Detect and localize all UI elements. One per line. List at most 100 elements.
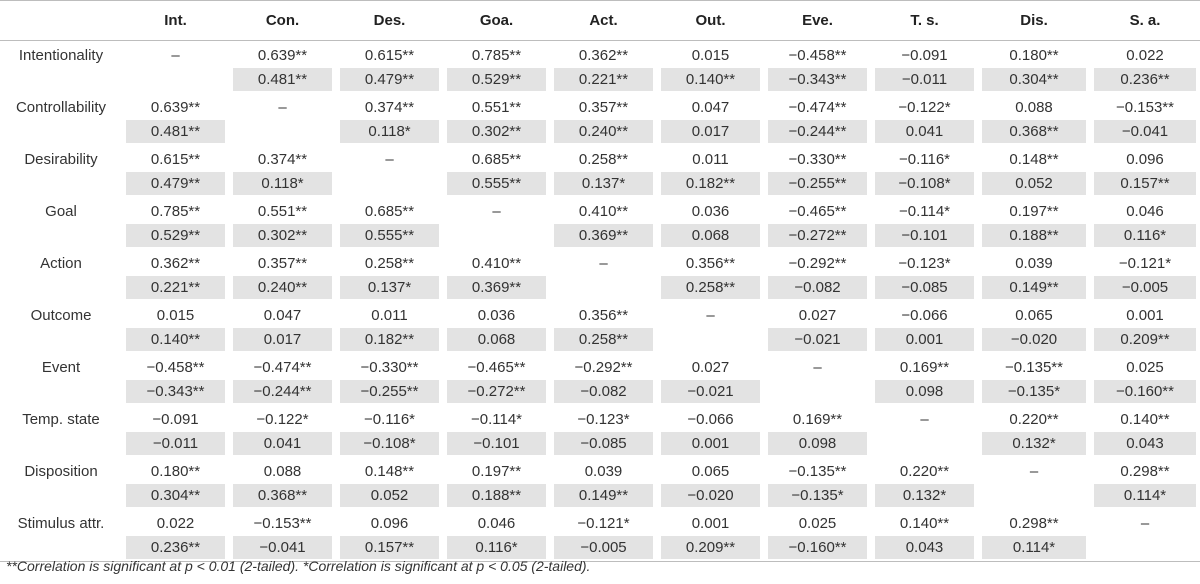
cell-value: 0.169** bbox=[899, 358, 950, 376]
cell-value: −0.292** bbox=[788, 254, 847, 272]
cell-value: −0.255** bbox=[768, 171, 867, 195]
table-cell: −0.114* bbox=[443, 405, 550, 431]
table-cell-shaded: 0.098 bbox=[871, 379, 978, 405]
cell-value: – bbox=[385, 150, 394, 168]
cell-value: −0.135* bbox=[768, 483, 867, 507]
table-cell-shaded: 0.481** bbox=[122, 119, 229, 145]
table-cell: −0.123* bbox=[871, 249, 978, 275]
table-cell-shaded bbox=[1090, 535, 1200, 562]
table-cell: −0.292** bbox=[550, 353, 657, 379]
cell-value: 0.362** bbox=[578, 46, 629, 64]
cell-value: 0.304** bbox=[126, 483, 225, 507]
table-cell: 0.356** bbox=[657, 249, 764, 275]
cell-value: 0.298** bbox=[1009, 514, 1059, 532]
cell-value: −0.122* bbox=[256, 410, 309, 428]
row-label: Disposition bbox=[24, 462, 98, 480]
table-row: Action 0.362** 0.357** 0.258** 0.410** – 0.356… bbox=[0, 249, 1200, 275]
row-label: Event bbox=[41, 358, 81, 376]
table-cell: 0.036 bbox=[657, 197, 764, 223]
table-cell: 0.011 bbox=[336, 301, 443, 327]
cell-value: 0.298** bbox=[1120, 462, 1170, 480]
row-label-spacer bbox=[0, 223, 122, 249]
table-row-secondary: 0.529** 0.302** 0.555** 0.369** 0.068 −0.272*… bbox=[0, 223, 1200, 249]
table-cell: 0.615** bbox=[122, 145, 229, 171]
table-cell: – bbox=[336, 145, 443, 171]
table-cell-shaded: −0.108* bbox=[336, 431, 443, 457]
table-cell: 0.046 bbox=[443, 509, 550, 535]
cell-value: −0.082 bbox=[768, 275, 867, 299]
table-cell-shaded: −0.135* bbox=[978, 379, 1090, 405]
table-cell: 0.015 bbox=[122, 301, 229, 327]
cell-value: 0.555** bbox=[447, 171, 546, 195]
table-row-secondary: 0.236** −0.041 0.157** 0.116* −0.005 0.209** −… bbox=[0, 535, 1200, 562]
cell-value: 0.065 bbox=[691, 462, 730, 480]
cell-value: 0.368** bbox=[982, 119, 1086, 143]
table-cell-shaded: 0.068 bbox=[657, 223, 764, 249]
table-cell-shaded: −0.343** bbox=[764, 67, 871, 93]
cell-value: 0.357** bbox=[257, 254, 308, 272]
table-cell-shaded: 0.137* bbox=[336, 275, 443, 301]
cell-value: 0.356** bbox=[578, 306, 629, 324]
cell-value: 0.046 bbox=[1126, 202, 1164, 220]
cell-value: 0.025 bbox=[1126, 358, 1164, 376]
table-cell-shaded: 0.140** bbox=[657, 67, 764, 93]
cell-value: 0.197** bbox=[471, 462, 522, 480]
cell-value: – bbox=[706, 306, 715, 324]
table-cell-shaded: 0.369** bbox=[550, 223, 657, 249]
column-header: Eve. bbox=[764, 0, 871, 41]
table-cell: −0.121* bbox=[1090, 249, 1200, 275]
table-cell: 0.258** bbox=[336, 249, 443, 275]
table-cell: 0.220** bbox=[871, 457, 978, 483]
cell-value: −0.458** bbox=[146, 358, 205, 376]
cell-value: 0.027 bbox=[691, 358, 730, 376]
cell-value: 0.098 bbox=[875, 379, 974, 403]
cell-value: 0.481** bbox=[233, 67, 332, 91]
table-cell: 0.140** bbox=[871, 509, 978, 535]
table-cell-shaded: 0.001 bbox=[657, 431, 764, 457]
table-cell: 0.169** bbox=[871, 353, 978, 379]
cell-value: 0.068 bbox=[661, 223, 760, 247]
table-cell: 0.065 bbox=[978, 301, 1090, 327]
table-cell-shaded: 0.116* bbox=[1090, 223, 1200, 249]
table-cell-shaded: −0.343** bbox=[122, 379, 229, 405]
cell-value: 0.639** bbox=[150, 98, 201, 116]
cell-value: 0.017 bbox=[233, 327, 332, 351]
table-cell: 0.356** bbox=[550, 301, 657, 327]
table-row: Desirability 0.615** 0.374** – 0.685** 0.258*… bbox=[0, 145, 1200, 171]
column-header: Goa. bbox=[443, 0, 550, 41]
row-label: Temp. state bbox=[22, 410, 100, 428]
cell-value: 0.197** bbox=[1009, 202, 1059, 220]
table-cell: 0.036 bbox=[443, 301, 550, 327]
cell-value: −0.343** bbox=[768, 67, 867, 91]
table-cell-shaded: −0.085 bbox=[871, 275, 978, 301]
table-cell: −0.122* bbox=[871, 93, 978, 119]
cell-value: 0.369** bbox=[554, 223, 653, 247]
row-label: Action bbox=[40, 254, 82, 272]
table-cell: 0.148** bbox=[978, 145, 1090, 171]
cell-value: 0.149** bbox=[554, 483, 653, 507]
table-cell-shaded: 0.149** bbox=[978, 275, 1090, 301]
table-cell: 0.046 bbox=[1090, 197, 1200, 223]
table-cell: – bbox=[657, 301, 764, 327]
table-row: Stimulus attr. 0.022 −0.153** 0.096 0.046 −0.… bbox=[0, 509, 1200, 535]
table-cell: 0.197** bbox=[978, 197, 1090, 223]
cell-value: 0.065 bbox=[1015, 306, 1053, 324]
cell-value: −0.135* bbox=[982, 379, 1086, 403]
table-cell-shaded: −0.160** bbox=[764, 535, 871, 562]
table-cell-shaded bbox=[978, 483, 1090, 509]
table-cell: 0.140** bbox=[1090, 405, 1200, 431]
row-label: Stimulus attr. bbox=[17, 514, 105, 532]
cell-value: 0.304** bbox=[982, 67, 1086, 91]
table-cell: −0.465** bbox=[443, 353, 550, 379]
table-cell-shaded: −0.011 bbox=[122, 431, 229, 457]
cell-value: −0.101 bbox=[447, 431, 546, 455]
table-cell-shaded: 0.302** bbox=[443, 119, 550, 145]
table-cell-shaded: 0.188** bbox=[978, 223, 1090, 249]
cell-value: 0.785** bbox=[150, 202, 201, 220]
table-cell-shaded: 0.041 bbox=[871, 119, 978, 145]
row-label-spacer bbox=[0, 483, 122, 509]
table-cell-shaded: −0.005 bbox=[550, 535, 657, 562]
cell-value: −0.005 bbox=[554, 535, 653, 559]
table-cell-shaded: 0.188** bbox=[443, 483, 550, 509]
cell-value: −0.020 bbox=[982, 327, 1086, 351]
